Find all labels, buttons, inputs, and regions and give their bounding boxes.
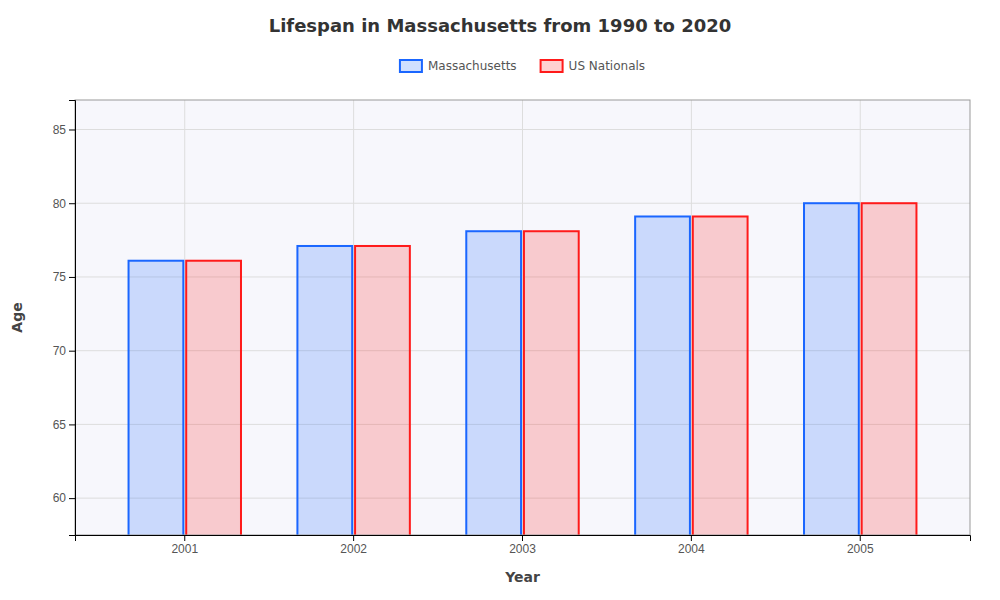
x-grid-line: [353, 100, 354, 535]
bar: [635, 216, 690, 535]
bar: [466, 231, 521, 535]
y-tick-label: 85: [53, 123, 67, 137]
bar: [524, 231, 579, 535]
bar-series: [186, 203, 916, 535]
y-tick-label: 80: [53, 197, 67, 211]
bar-series: [129, 203, 859, 535]
y-tick: 65: [53, 418, 75, 432]
x-tick: 2004: [678, 535, 705, 556]
legend: Massachusetts US Nationals: [400, 59, 645, 73]
x-grid-line: [860, 100, 861, 535]
x-tick: 2003: [509, 535, 536, 556]
chart-container: 2001 2002 2003 2004 2005 60 65 70 75 80 85 Year Age L…: [0, 0, 1000, 600]
legend-swatch: [541, 60, 563, 72]
y-axis: 60 65 70 75 80 85: [53, 101, 76, 536]
y-tick: 60: [53, 491, 75, 505]
y-axis-line: [69, 101, 76, 536]
x-tick-mark: [691, 535, 692, 541]
x-axis-title: Year: [504, 569, 540, 585]
bar: [862, 203, 917, 535]
y-tick: 85: [53, 123, 75, 137]
legend-swatch: [400, 60, 422, 72]
y-tick-mark: [69, 129, 75, 130]
y-tick-mark: [69, 203, 75, 204]
x-tick: 2002: [340, 535, 367, 556]
bar: [129, 261, 184, 535]
x-tick: 2001: [171, 535, 198, 556]
y-tick-mark: [69, 277, 75, 278]
x-grid-line: [184, 100, 185, 535]
chart-title: Lifespan in Massachusetts from 1990 to 2…: [269, 15, 732, 36]
chart-svg: 2001 2002 2003 2004 2005 60 65 70 75 80 85 Year Age L…: [0, 0, 1000, 600]
x-tick-mark: [860, 535, 861, 541]
bar: [693, 216, 748, 535]
x-tick-label: 2005: [847, 542, 874, 556]
y-tick-mark: [69, 351, 75, 352]
legend-item: US Nationals: [541, 59, 645, 73]
x-tick-label: 2003: [509, 542, 536, 556]
y-tick-mark: [69, 498, 75, 499]
y-tick: 80: [53, 197, 75, 211]
y-tick-mark: [69, 424, 75, 425]
y-tick: 75: [53, 270, 75, 284]
y-tick-label: 75: [53, 270, 67, 284]
x-tick: 2005: [847, 535, 874, 556]
bar: [355, 246, 410, 535]
y-tick-label: 70: [53, 344, 67, 358]
bar: [186, 261, 241, 535]
y-tick: 70: [53, 344, 75, 358]
x-tick-mark: [184, 535, 185, 541]
x-tick-mark: [522, 535, 523, 541]
y-tick-label: 60: [53, 491, 67, 505]
plot-frame: [75, 100, 970, 535]
x-tick-mark: [353, 535, 354, 541]
legend-label: US Nationals: [569, 59, 645, 73]
y-axis-title: Age: [9, 302, 25, 332]
bar: [297, 246, 352, 535]
x-tick-label: 2001: [171, 542, 198, 556]
plot-area: 2001 2002 2003 2004 2005 60 65 70 75 80 85: [53, 100, 971, 600]
bar: [804, 203, 859, 535]
bars: [129, 203, 917, 535]
x-grid-line: [522, 100, 523, 535]
x-tick-label: 2002: [340, 542, 367, 556]
legend-label: Massachusetts: [428, 59, 517, 73]
legend-item: Massachusetts: [400, 59, 517, 73]
x-axis: 2001 2002 2003 2004 2005: [76, 535, 971, 556]
x-tick-label: 2004: [678, 542, 705, 556]
x-axis-line: [76, 536, 971, 542]
y-tick-label: 65: [53, 418, 67, 432]
x-grid-line: [691, 100, 692, 535]
